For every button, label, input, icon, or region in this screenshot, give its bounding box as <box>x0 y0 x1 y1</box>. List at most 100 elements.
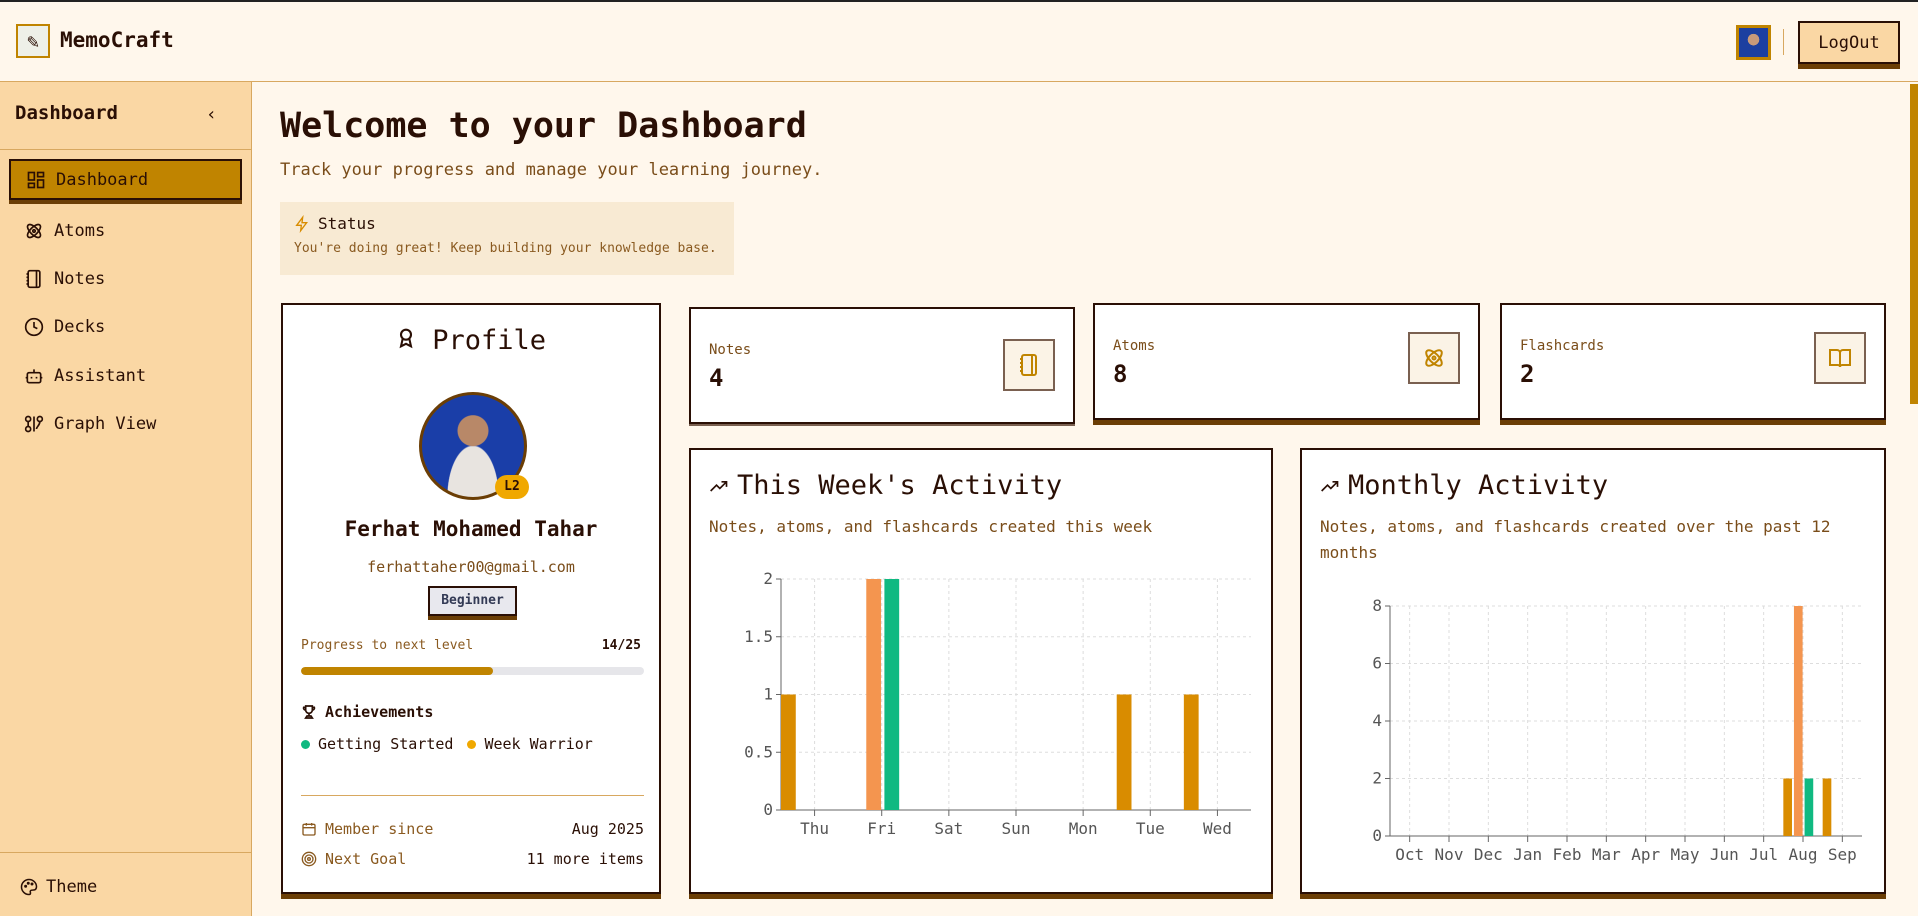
level-badge: L2 <box>495 475 529 499</box>
user-name: Ferhat Mohamed Tahar <box>344 517 598 541</box>
achievements-heading: Achievements <box>301 703 433 721</box>
x-tick-label: Oct <box>1395 845 1424 864</box>
atom-icon <box>26 223 42 238</box>
sidebar: Dashboard ‹ Dashboard Atoms Notes Decks … <box>0 82 252 916</box>
sidebar-item-label: Assistant <box>54 365 147 386</box>
atom-icon <box>1425 349 1443 367</box>
sidebar-item-assistant[interactable]: Assistant <box>9 355 242 396</box>
bar <box>1822 778 1832 836</box>
weekly-activity-card: This Week's Activity Notes, atoms, and f… <box>689 448 1273 894</box>
sidebar-item-label: Dashboard <box>56 169 149 190</box>
monthly-activity-card: Monthly Activity Notes, atoms, and flash… <box>1300 448 1886 894</box>
stat-value: 8 <box>1113 360 1128 388</box>
sidebar-item-label: Decks <box>54 316 106 337</box>
stat-card-atoms[interactable]: Atoms 8 <box>1093 303 1480 420</box>
x-tick-label: Feb <box>1553 845 1582 864</box>
book-open-icon <box>1829 349 1851 368</box>
logout-button[interactable]: LogOut <box>1798 21 1900 64</box>
stat-label: Flashcards <box>1520 338 1605 354</box>
dashboard-icon <box>27 171 45 188</box>
sidebar-item-label: Graph View <box>54 413 157 434</box>
stat-icon-box <box>1003 339 1055 391</box>
bar <box>1783 778 1792 836</box>
clock-icon <box>24 317 44 336</box>
x-tick-label: Sep <box>1828 845 1857 864</box>
x-tick-label: Jan <box>1513 845 1542 864</box>
achievement-item: Getting Started <box>301 735 453 753</box>
x-tick-label: Sun <box>1002 819 1031 838</box>
progress-fill <box>301 667 494 675</box>
status-box: Status You're doing great! Keep building… <box>280 202 734 275</box>
stat-label: Notes <box>709 342 752 358</box>
achievements-title: Achievements <box>325 703 434 721</box>
calendar-icon <box>302 823 316 836</box>
bar <box>1116 694 1132 810</box>
x-tick-label: Nov <box>1435 845 1464 864</box>
status-text: You're doing great! Keep building your k… <box>294 241 717 256</box>
sidebar-item-label: Atoms <box>54 220 106 241</box>
theme-button[interactable]: Theme <box>20 877 97 897</box>
sidebar-item-dashboard[interactable]: Dashboard <box>9 159 242 200</box>
x-tick-label: Sat <box>934 819 963 838</box>
achievement-label: Week Warrior <box>484 735 593 753</box>
achievement-list: Getting Started Week Warrior <box>301 735 593 753</box>
notebook-icon <box>1020 354 1037 376</box>
y-tick-label: 6 <box>1372 654 1382 673</box>
theme-label: Theme <box>46 877 98 897</box>
sidebar-item-graph-view[interactable]: Graph View <box>9 403 242 444</box>
user-email: ferhattaher00@gmail.com <box>367 558 575 576</box>
y-tick-label: 0.5 <box>744 742 773 761</box>
sidebar-item-atoms[interactable]: Atoms <box>9 210 242 251</box>
achievement-dot <box>301 740 310 749</box>
x-tick-label: Jun <box>1710 845 1739 864</box>
y-tick-label: 2 <box>763 569 773 588</box>
stat-icon-box <box>1814 332 1866 384</box>
bar <box>1183 694 1199 810</box>
chart-title: This Week's Activity <box>709 470 1062 501</box>
chart-subtitle: Notes, atoms, and flashcards created thi… <box>709 517 1153 536</box>
trending-up-icon <box>710 480 728 492</box>
monthly-activity-chart: 0 2 4 6 8 Oct Nov Dec Jan Feb Mar Apr May Jun Jul Aug Se… <box>1372 596 1862 864</box>
y-tick-label: 0 <box>1372 826 1382 845</box>
achievement-label: Getting Started <box>318 735 454 753</box>
palette-icon <box>20 878 38 896</box>
sidebar-item-label: Notes <box>54 268 106 289</box>
rank-badge: Beginner <box>428 586 517 616</box>
y-tick-label: 8 <box>1372 596 1382 615</box>
next-goal-label: Next Goal <box>325 850 407 868</box>
stat-label: Atoms <box>1113 338 1156 354</box>
x-tick-label: Mar <box>1592 845 1621 864</box>
app-logo[interactable]: ✎ <box>16 24 50 58</box>
header: ✎ MemoCraft LogOut <box>0 2 1918 82</box>
sidebar-title: Dashboard <box>15 102 118 124</box>
x-tick-label: Aug <box>1789 845 1818 864</box>
bot-icon <box>25 368 43 383</box>
x-tick-label: May <box>1671 845 1700 864</box>
progress-label: Progress to next level <box>301 638 474 653</box>
chart-title-text: Monthly Activity <box>1348 470 1609 501</box>
x-tick-label: Fri <box>867 819 896 838</box>
next-goal-value: 11 more items <box>526 850 644 868</box>
member-since-row: Member since Aug 2025 <box>301 820 644 838</box>
page-title: Welcome to your Dashboard <box>280 106 807 146</box>
status-title: Status <box>318 214 376 233</box>
lightning-icon <box>295 214 308 233</box>
y-tick-label: 1.5 <box>744 627 773 646</box>
user-avatar[interactable] <box>1736 25 1771 60</box>
sidebar-item-decks[interactable]: Decks <box>9 306 242 347</box>
achievement-item: Week Warrior <box>467 735 593 753</box>
collapse-sidebar-icon[interactable]: ‹ <box>206 104 217 125</box>
stat-card-flashcards[interactable]: Flashcards 2 <box>1500 303 1886 420</box>
x-tick-label: Wed <box>1203 819 1232 838</box>
target-icon <box>301 851 317 867</box>
next-goal-row: Next Goal 11 more items <box>301 850 644 868</box>
sidebar-item-notes[interactable]: Notes <box>9 258 242 299</box>
weekly-activity-chart: 0 0.5 1 1.5 2 Thu Fri Sat Sun Mon Tue Wed <box>744 569 1251 838</box>
chart-title-text: This Week's Activity <box>737 470 1063 501</box>
y-tick-label: 0 <box>763 800 773 819</box>
stat-card-notes[interactable]: Notes 4 <box>689 307 1075 424</box>
member-since-value: Aug 2025 <box>571 820 644 838</box>
bar <box>781 694 796 810</box>
y-tick-label: 4 <box>1372 711 1382 730</box>
scrollbar[interactable] <box>1910 84 1918 404</box>
